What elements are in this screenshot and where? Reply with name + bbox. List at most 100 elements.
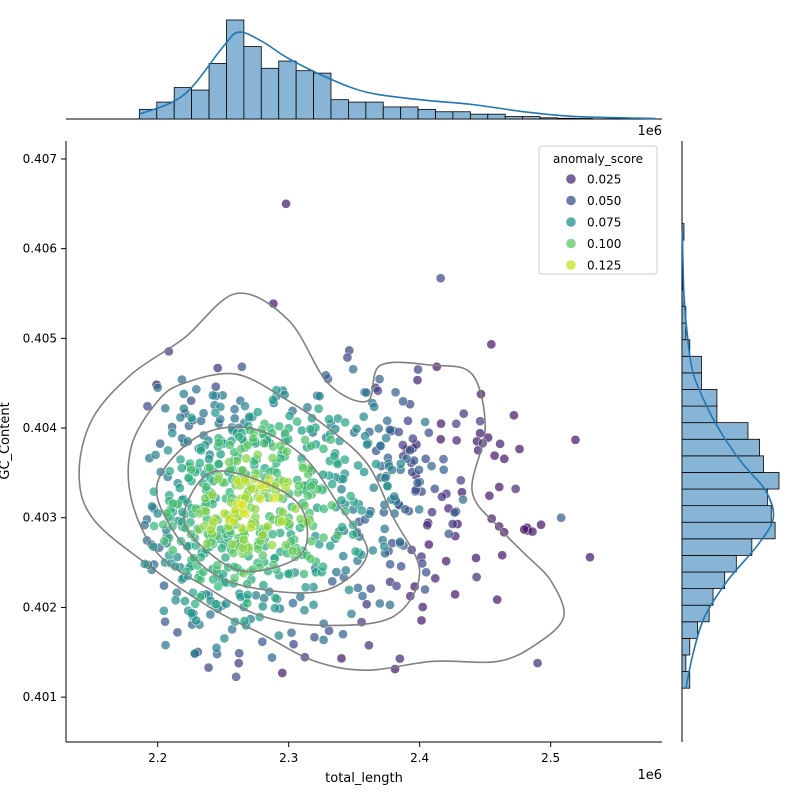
scatter-point xyxy=(237,524,246,533)
scatter-point xyxy=(368,546,377,555)
scatter-point xyxy=(205,463,214,472)
x-tick-label: 2.5 xyxy=(541,751,560,765)
scatter-point xyxy=(381,473,390,482)
y-tick-label: 0.401 xyxy=(23,690,57,704)
scatter-point xyxy=(364,641,373,650)
scatter-point xyxy=(293,417,302,426)
scatter-point xyxy=(256,494,265,503)
scatter-point xyxy=(240,402,249,411)
marginal-y-bar xyxy=(682,638,690,655)
scatter-point xyxy=(359,412,368,421)
scatter-point xyxy=(234,432,243,441)
scatter-point xyxy=(204,455,213,464)
marginal-x-bar xyxy=(523,117,540,119)
scatter-point xyxy=(413,478,422,487)
scatter-point xyxy=(187,465,196,474)
scatter-point xyxy=(319,619,328,628)
scatter-point xyxy=(452,419,461,428)
marginal-x-bar xyxy=(279,61,296,119)
scatter-point xyxy=(500,454,509,463)
scatter-point xyxy=(309,600,318,609)
scatter-point xyxy=(362,440,371,449)
marginal-y-bar xyxy=(682,522,775,539)
scatter-point xyxy=(371,459,380,468)
legend-entry-label: 0.025 xyxy=(587,173,621,187)
scatter-point xyxy=(277,517,286,526)
legend-marker xyxy=(566,174,576,184)
scatter-point xyxy=(299,569,308,578)
scatter-point xyxy=(383,416,392,425)
scatter-point xyxy=(179,404,188,413)
scatter-point xyxy=(171,596,180,605)
scatter-point xyxy=(354,461,363,470)
marginal-y-bar xyxy=(682,406,717,423)
scatter-point xyxy=(202,539,211,548)
marginal-y-bar xyxy=(682,622,698,639)
scatter-point xyxy=(328,480,337,489)
scatter-point xyxy=(195,458,204,467)
marginal-x-bar xyxy=(418,109,435,119)
scatter-point xyxy=(528,527,537,536)
scatter-point xyxy=(450,508,459,517)
scatter-point xyxy=(175,483,184,492)
scatter-point xyxy=(149,521,158,530)
scatter-point xyxy=(190,649,199,658)
scatter-point xyxy=(398,397,407,406)
scatter-point xyxy=(239,535,248,544)
scatter-point xyxy=(459,409,468,418)
scatter-point xyxy=(381,433,390,442)
scatter-point xyxy=(253,450,262,459)
scatter-point xyxy=(211,382,220,391)
scatter-point xyxy=(173,628,182,637)
scatter-point xyxy=(585,553,594,562)
scatter-point xyxy=(251,505,260,514)
scatter-point xyxy=(176,413,185,422)
scatter-point xyxy=(360,431,369,440)
marginal-y-bar xyxy=(682,423,748,440)
scatter-point xyxy=(375,375,384,384)
scatter-point xyxy=(176,455,185,464)
legend-entry-label: 0.125 xyxy=(587,259,621,273)
scatter-point xyxy=(386,560,395,569)
scatter-point xyxy=(328,577,337,586)
scatter-point xyxy=(353,583,362,592)
scatter-point xyxy=(163,446,172,455)
scatter-point xyxy=(269,494,278,503)
scatter-point xyxy=(159,520,168,529)
scatter-point xyxy=(327,501,336,510)
scatter-point xyxy=(282,447,291,456)
legend-entry-label: 0.100 xyxy=(587,237,621,251)
scatter-point xyxy=(229,517,238,526)
scatter-point xyxy=(214,459,223,468)
scatter-point xyxy=(159,581,168,590)
scatter-point xyxy=(437,492,446,501)
scatter-point xyxy=(495,439,504,448)
scatter-point xyxy=(436,274,445,283)
scatter-point xyxy=(333,531,342,540)
scatter-point xyxy=(385,425,394,434)
scatter-point xyxy=(533,658,542,667)
scatter-point xyxy=(414,465,423,474)
scatter-point xyxy=(307,537,316,546)
scatter-point xyxy=(182,567,191,576)
scatter-point xyxy=(472,573,481,582)
scatter-point xyxy=(319,444,328,453)
scatter-point xyxy=(258,530,267,539)
scatter-point xyxy=(415,505,424,514)
scatter-point xyxy=(270,604,279,613)
scatter-point xyxy=(338,523,347,532)
scatter-point xyxy=(247,484,256,493)
y-tick-label: 0.403 xyxy=(23,511,57,525)
scatter-point xyxy=(370,402,379,411)
scatter-point xyxy=(225,440,234,449)
x-offset-label-bottom: 1e6 xyxy=(637,768,662,783)
marginal-x-bar xyxy=(401,107,418,119)
y-tick-label: 0.406 xyxy=(23,242,57,256)
scatter-point xyxy=(346,491,355,500)
scatter-point xyxy=(168,499,177,508)
x-offset-label-top: 1e6 xyxy=(637,124,662,139)
x-tick-label: 2.4 xyxy=(410,751,429,765)
scatter-point xyxy=(204,663,213,672)
scatter-point xyxy=(498,551,507,560)
scatter-point xyxy=(237,362,246,371)
